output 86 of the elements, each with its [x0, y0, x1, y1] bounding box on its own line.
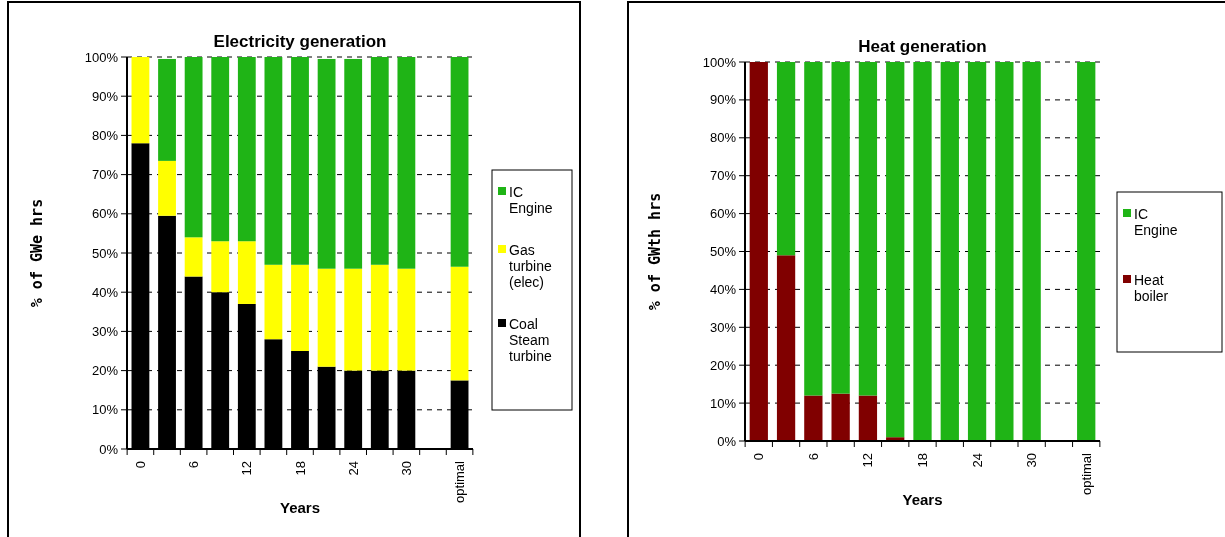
y-tick-label: 60% [709, 206, 737, 222]
bar [158, 58, 176, 161]
bar [344, 268, 363, 371]
y-tick-label: 90% [91, 88, 119, 104]
y-tick-label: 10% [91, 402, 119, 418]
x-tick-label: 6 [186, 461, 202, 469]
y-tick-label: 50% [709, 244, 737, 260]
y-tick-label: 30% [91, 323, 119, 339]
y-tick-label: 0% [99, 441, 119, 457]
y-axis-title: % of GWth hrs [646, 192, 664, 311]
bar [344, 58, 363, 269]
y-tick-label: 80% [91, 127, 119, 143]
y-tick-label: 100% [702, 54, 737, 70]
chart-title: Heat generation [858, 37, 987, 56]
x-tick-label: 12 [239, 461, 255, 476]
y-axis-title: % of GWe hrs [28, 198, 46, 308]
legend-label: Heat boiler [1134, 271, 1169, 304]
bar [831, 62, 850, 394]
bar [858, 62, 878, 396]
bar [940, 62, 959, 441]
bar [886, 62, 905, 438]
bar [184, 57, 203, 238]
bar [158, 160, 176, 216]
x-tick-label: 6 [805, 453, 821, 461]
bar [264, 264, 283, 340]
bar [291, 57, 309, 265]
bar [237, 57, 256, 242]
x-tick-label: 24 [345, 461, 361, 476]
x-tick-label: 24 [969, 453, 985, 468]
bar [804, 395, 823, 441]
bar [804, 62, 823, 396]
legend-label: IC Engine [1134, 205, 1178, 238]
x-axis-title: Years [902, 491, 943, 508]
bar [1022, 62, 1041, 441]
x-tick-label: optimal [452, 460, 468, 503]
x-tick-label: 12 [860, 453, 876, 468]
legend-label: Coal Steam turbine [509, 315, 553, 364]
bar [1077, 62, 1096, 441]
bar [749, 62, 768, 441]
y-tick-label: 10% [709, 395, 737, 411]
y-tick-label: 90% [709, 92, 737, 108]
y-tick-label: 40% [709, 281, 737, 297]
bar [264, 57, 283, 265]
bar [776, 62, 796, 256]
x-tick-label: optimal [1078, 452, 1094, 495]
x-axis-title: Years [279, 499, 321, 516]
bar [450, 266, 469, 381]
bar [995, 62, 1014, 441]
bar [397, 268, 416, 371]
bar [317, 58, 336, 269]
bar [370, 264, 389, 371]
bar [291, 264, 309, 351]
y-tick-label: 60% [91, 206, 119, 222]
bar [967, 62, 987, 441]
y-tick-label: 20% [91, 363, 119, 379]
bar [184, 237, 203, 277]
y-tick-label: 50% [91, 245, 119, 261]
legend-label: IC Engine [509, 183, 553, 216]
y-tick-label: 30% [709, 319, 737, 335]
legend-label: Gas turbine (elec) [509, 241, 553, 290]
bar [776, 255, 796, 441]
bar [211, 57, 230, 242]
x-tick-label: 30 [398, 461, 414, 476]
chart-title: Electricity generation [213, 32, 387, 51]
bar [237, 241, 256, 304]
x-tick-label: 0 [751, 453, 767, 461]
bar [397, 57, 416, 269]
y-tick-label: 70% [709, 168, 737, 184]
y-tick-label: 70% [91, 167, 119, 183]
y-tick-label: 20% [709, 357, 737, 373]
bar [370, 57, 389, 265]
y-tick-label: 0% [717, 433, 737, 449]
y-tick-label: 40% [91, 284, 119, 300]
bar [131, 57, 150, 144]
y-tick-label: 80% [709, 130, 737, 146]
bar [450, 57, 469, 267]
x-tick-label: 18 [915, 453, 930, 468]
bar [317, 268, 336, 367]
bar [858, 395, 878, 441]
x-tick-label: 0 [132, 461, 148, 469]
y-tick-label: 100% [84, 49, 119, 65]
bar [211, 241, 230, 293]
x-tick-label: 18 [292, 461, 308, 476]
bar [913, 62, 932, 441]
bar [831, 393, 850, 441]
x-tick-label: 30 [1024, 453, 1040, 468]
